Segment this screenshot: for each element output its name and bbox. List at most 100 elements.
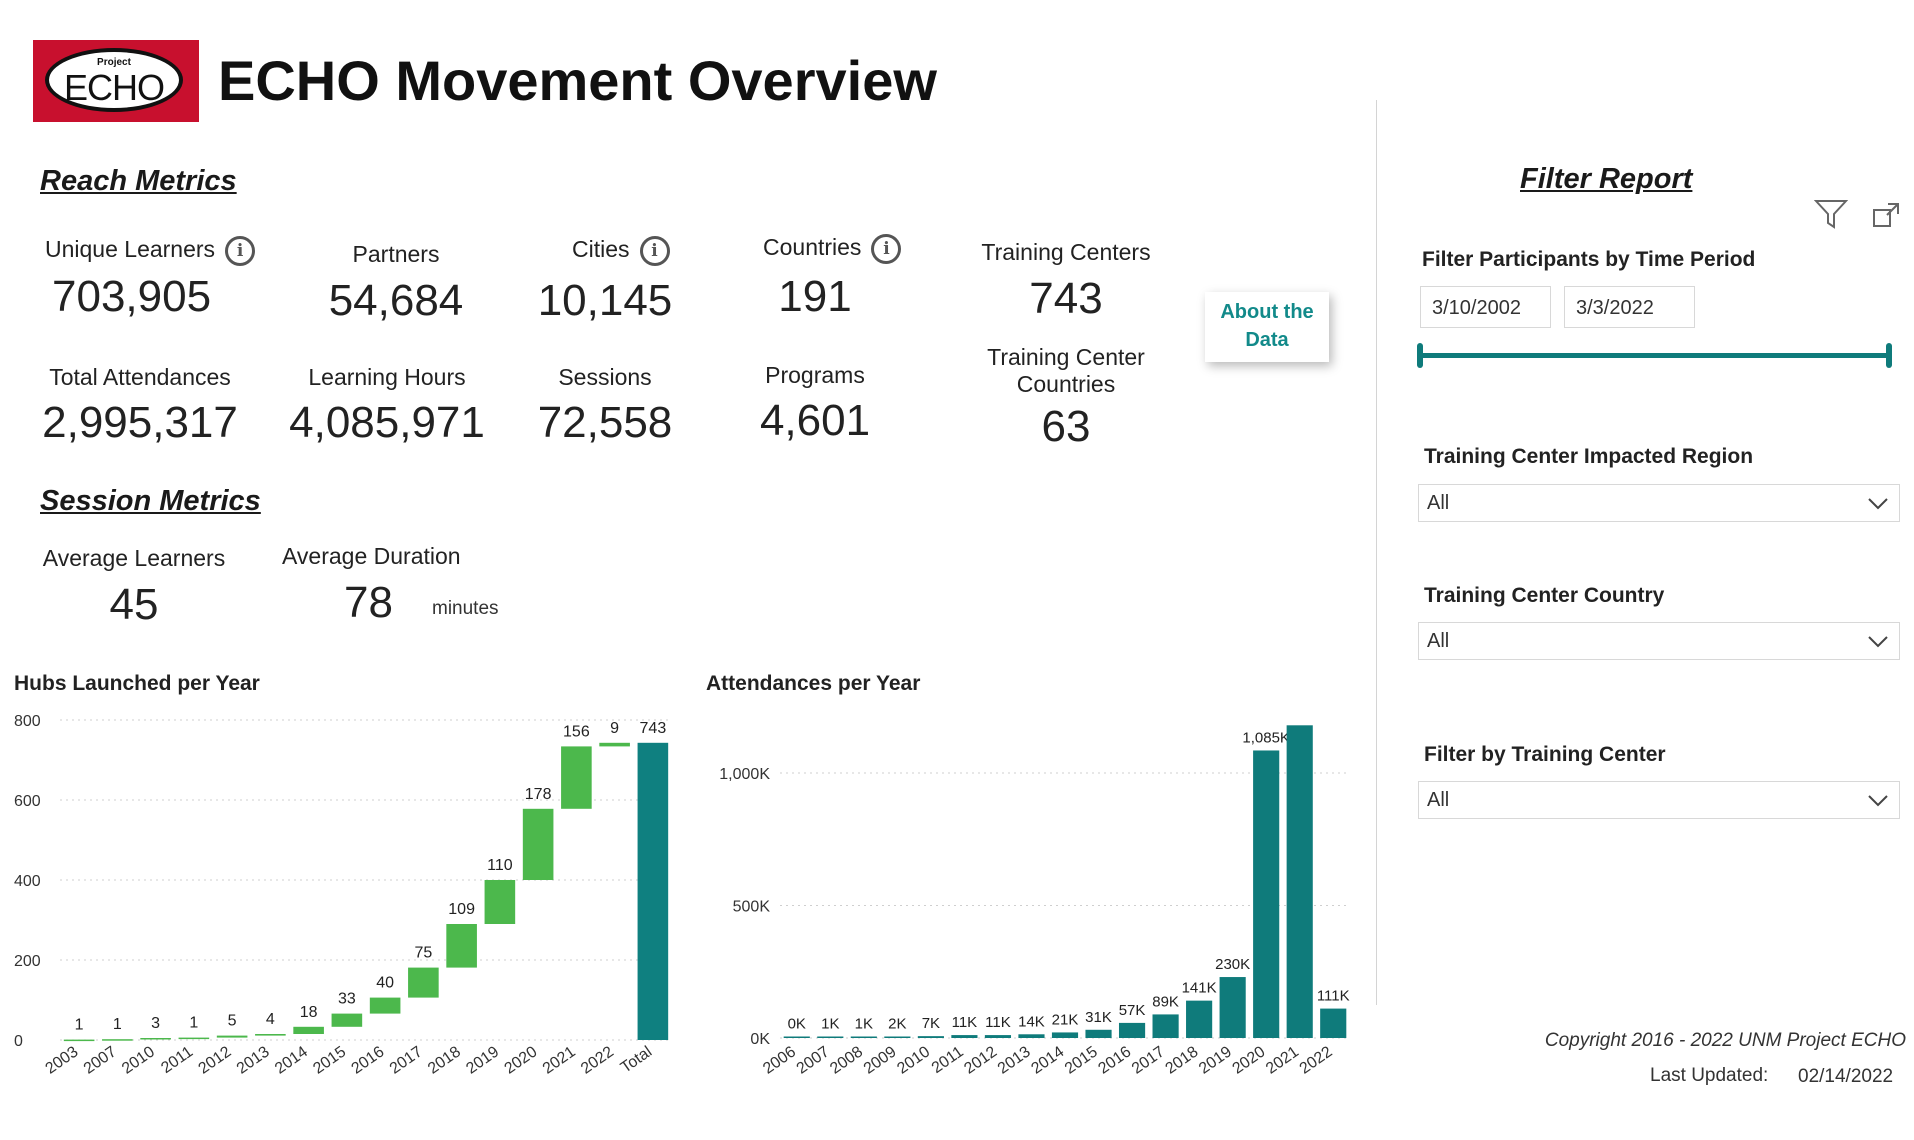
chevron-down-icon: [1868, 795, 1888, 807]
training-center-dropdown-value: All: [1427, 789, 1450, 811]
date-range-slider-track[interactable]: [1420, 353, 1890, 358]
data-label: 1: [75, 1017, 84, 1034]
attendance-bar: [951, 1035, 978, 1038]
metric-cities-label: Cities i: [572, 236, 670, 266]
waterfall-bar: [331, 1013, 363, 1027]
total-attendances-value: 2,995,317: [42, 398, 238, 447]
waterfall-bar: [63, 1039, 95, 1042]
data-label: 11K: [952, 1014, 978, 1031]
info-icon[interactable]: i: [639, 236, 670, 266]
chevron-down-icon: [1868, 498, 1888, 510]
training-center-dropdown[interactable]: All: [1418, 781, 1900, 819]
x-tick-label: 2013: [995, 1043, 1034, 1077]
start-date-input[interactable]: 3/10/2002: [1420, 286, 1551, 328]
unique-learners-value: 703,905: [52, 272, 212, 321]
data-label: 1,085K: [1242, 729, 1290, 746]
average-learners-value: 45: [109, 580, 159, 629]
data-label: 7K: [922, 1015, 940, 1032]
waterfall-bar: [293, 1026, 324, 1034]
data-label: 4: [266, 1011, 275, 1028]
x-tick-label: 2019: [463, 1043, 502, 1077]
data-label: 0K: [788, 1016, 806, 1033]
data-label: 33: [338, 991, 356, 1008]
x-tick-label: 2015: [310, 1043, 349, 1077]
average-duration-label: Average Duration: [282, 543, 461, 569]
filter-icon[interactable]: [1814, 198, 1848, 230]
x-tick-label: 2016: [349, 1043, 388, 1077]
logo-echo-text: ECHO: [63, 67, 165, 108]
attendance-bar: [984, 1035, 1012, 1038]
attendance-bar: [1286, 725, 1313, 1038]
waterfall-bar: [369, 997, 401, 1014]
data-label: 1K: [855, 1016, 873, 1033]
region-dropdown-value: All: [1427, 492, 1450, 514]
region-filter-label: Training Center Impacted Region: [1424, 445, 1754, 468]
y-tick-label: 0: [14, 1033, 23, 1050]
chevron-down-icon: [1868, 636, 1888, 648]
attendances-per-year-chart: 0K500K1,000K0K20061K20071K20082K20097K20…: [719, 725, 1350, 1078]
attendance-bar: [1186, 1000, 1213, 1038]
slider-start-handle[interactable]: [1417, 343, 1423, 368]
x-tick-label: 2018: [1163, 1043, 1202, 1077]
attendances-chart-title: Attendances per Year: [706, 672, 921, 695]
x-tick-label: 2013: [234, 1043, 273, 1077]
data-label: 178: [525, 786, 552, 803]
data-label: 2K: [888, 1016, 906, 1033]
data-label: 156: [563, 723, 590, 740]
x-tick-label: 2017: [387, 1043, 426, 1077]
average-learners-label: Average Learners: [42, 545, 226, 571]
y-tick-label: 200: [14, 953, 41, 970]
countries-label: Countries: [763, 234, 862, 261]
data-label: 1K: [821, 1016, 839, 1033]
x-tick-label: 2012: [196, 1043, 235, 1077]
y-tick-label: 400: [14, 873, 41, 890]
y-tick-label: 600: [14, 793, 41, 810]
unique-learners-label: Unique Learners: [45, 236, 216, 263]
data-label: 11K: [985, 1014, 1011, 1031]
data-label: 5: [228, 1013, 237, 1030]
hubs-chart-title: Hubs Launched per Year: [14, 672, 260, 695]
data-label: 75: [414, 945, 432, 962]
data-label: 1: [189, 1015, 198, 1032]
time-period-label: Filter Participants by Time Period: [1422, 248, 1756, 271]
attendance-bar: [817, 1036, 844, 1038]
attendance-bar: [1051, 1032, 1079, 1038]
waterfall-bar: [446, 924, 477, 968]
x-tick-label: 2011: [929, 1043, 967, 1077]
x-tick-label: 2009: [861, 1043, 900, 1077]
region-dropdown[interactable]: All: [1418, 484, 1900, 522]
waterfall-bar: [178, 1037, 210, 1040]
focus-mode-icon[interactable]: [1872, 200, 1902, 228]
waterfall-bar: [637, 742, 669, 1040]
info-icon[interactable]: i: [871, 234, 902, 264]
waterfall-bar: [599, 742, 630, 747]
country-filter-label: Training Center Country: [1424, 584, 1665, 607]
cities-label: Cities: [572, 236, 630, 263]
data-label: 111K: [1317, 988, 1350, 1005]
end-date-input[interactable]: 3/3/2022: [1564, 286, 1695, 328]
about-line-2: Data: [1245, 329, 1289, 351]
training-center-countries-value: 63: [1041, 402, 1091, 451]
attendance-bar: [1085, 1029, 1112, 1038]
metric-countries-label: Countries i: [763, 234, 902, 264]
partners-label: Partners: [352, 241, 440, 267]
about-the-data-button[interactable]: About the Data: [1205, 292, 1329, 362]
data-label: 89K: [1152, 993, 1179, 1010]
data-label: 57K: [1119, 1002, 1146, 1019]
data-label: 40: [376, 975, 394, 992]
country-dropdown[interactable]: All: [1418, 622, 1900, 660]
attendance-bar: [1118, 1022, 1146, 1038]
waterfall-bar: [522, 808, 554, 880]
slider-end-handle[interactable]: [1886, 343, 1892, 368]
attendance-bar: [1152, 1014, 1179, 1038]
x-tick-label: 2014: [272, 1043, 311, 1077]
x-tick-label: 2012: [961, 1043, 1000, 1077]
hubs-launched-chart: 0 200 400 600 800 1 2003 1 2007 3 2010 1 2011 5 2012 4 2…: [14, 713, 672, 1078]
data-label: 18: [300, 1004, 318, 1021]
training-centers-value: 743: [1029, 274, 1103, 323]
session-metrics-heading: Session Metrics: [40, 485, 261, 517]
waterfall-bar: [102, 1039, 133, 1041]
learning-hours-label: Learning Hours: [308, 364, 466, 390]
info-icon[interactable]: i: [225, 236, 256, 266]
y-tick-label: 800: [14, 713, 41, 730]
